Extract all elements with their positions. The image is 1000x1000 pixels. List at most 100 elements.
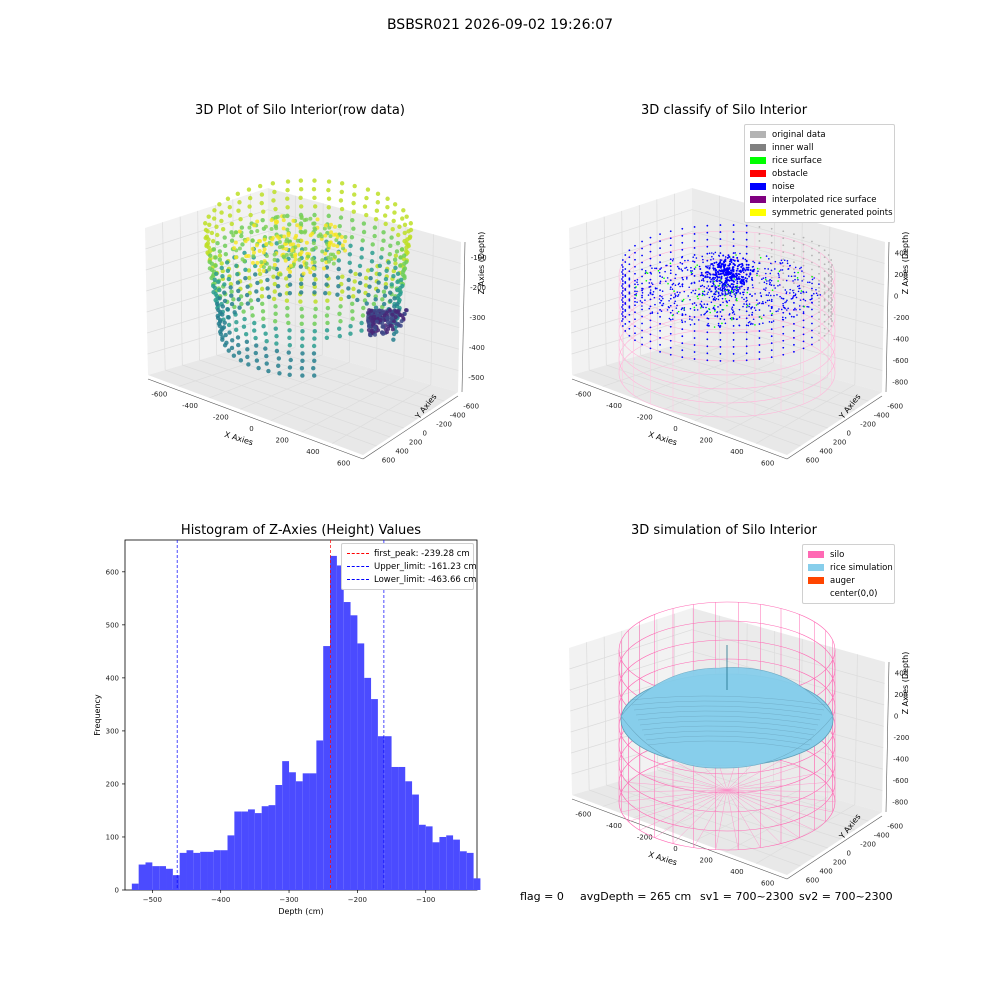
class-point bbox=[784, 301, 786, 304]
class-point bbox=[681, 300, 684, 302]
data-point bbox=[383, 285, 389, 290]
class-point bbox=[758, 275, 761, 277]
class-point bbox=[702, 258, 704, 261]
class-point bbox=[712, 273, 715, 276]
class-point bbox=[697, 297, 699, 300]
rice-simulation-surface-top bbox=[620, 667, 834, 769]
data-point bbox=[369, 267, 374, 272]
class-point bbox=[693, 240, 696, 242]
raw-point-cloud bbox=[203, 178, 414, 378]
grid-line bbox=[179, 216, 183, 366]
class-point bbox=[703, 313, 705, 316]
class-point bbox=[780, 269, 782, 271]
class-point bbox=[765, 294, 768, 296]
x-tick-label: -400 bbox=[606, 402, 622, 410]
class-point bbox=[669, 325, 672, 328]
data-point bbox=[284, 247, 289, 252]
grid-line bbox=[674, 344, 869, 402]
class-point bbox=[771, 306, 773, 308]
legend-item-first-peak: first_peak: -239.28 cm bbox=[347, 547, 470, 560]
class-point bbox=[681, 234, 684, 237]
data-point bbox=[329, 256, 334, 261]
class-point bbox=[802, 311, 805, 313]
data-point bbox=[261, 265, 266, 270]
class-point bbox=[729, 263, 732, 266]
class-point bbox=[706, 275, 709, 278]
data-point bbox=[291, 218, 296, 223]
data-point bbox=[257, 268, 262, 273]
class-point bbox=[677, 294, 680, 296]
data-point bbox=[304, 265, 309, 270]
data-point bbox=[401, 253, 407, 258]
y-tick-label: 0 bbox=[847, 850, 851, 858]
class-point bbox=[772, 320, 775, 322]
class-point bbox=[827, 289, 830, 291]
data-point bbox=[388, 298, 393, 304]
silo-wireframe-line bbox=[726, 789, 833, 813]
class-point bbox=[751, 276, 753, 279]
class-point bbox=[635, 293, 638, 295]
silo-wireframe-line bbox=[672, 760, 728, 791]
data-point bbox=[235, 191, 240, 197]
histogram-bar bbox=[227, 835, 235, 890]
data-point bbox=[288, 357, 293, 363]
data-point bbox=[219, 265, 224, 271]
class-point bbox=[670, 294, 672, 297]
class-point bbox=[752, 265, 755, 268]
class-point bbox=[699, 268, 702, 271]
data-point bbox=[259, 286, 265, 292]
class-point bbox=[792, 289, 794, 292]
y-tick-label: 400 bbox=[819, 868, 832, 876]
class-point bbox=[691, 270, 693, 272]
class-point bbox=[681, 342, 684, 345]
class-point bbox=[793, 294, 795, 297]
data-point bbox=[222, 290, 227, 295]
class-point bbox=[770, 298, 773, 301]
legend-label: inner wall bbox=[772, 142, 814, 153]
class-point bbox=[809, 298, 812, 301]
class-point bbox=[765, 282, 768, 285]
data-point bbox=[299, 277, 304, 282]
data-point bbox=[216, 279, 221, 285]
class-point bbox=[649, 333, 652, 336]
class-point bbox=[674, 293, 676, 295]
class-point bbox=[672, 258, 675, 260]
class-point bbox=[669, 251, 672, 254]
x-tick-label: -400 bbox=[182, 402, 198, 410]
data-point bbox=[282, 214, 287, 219]
class-point bbox=[719, 360, 722, 362]
data-point bbox=[285, 213, 290, 219]
silo-wireframe-line bbox=[726, 789, 739, 850]
data-point bbox=[272, 265, 277, 270]
grid-line bbox=[606, 364, 815, 438]
class-point bbox=[831, 285, 833, 287]
data-point bbox=[296, 243, 301, 248]
class-point bbox=[635, 294, 638, 297]
class-point bbox=[721, 309, 724, 311]
data-point bbox=[228, 285, 233, 290]
class-point bbox=[708, 296, 711, 299]
y-tick-label: -600 bbox=[887, 403, 903, 411]
class-point bbox=[794, 275, 796, 277]
data-point bbox=[325, 298, 330, 303]
class-point bbox=[813, 277, 815, 279]
class-point bbox=[732, 309, 734, 311]
data-point bbox=[249, 305, 255, 311]
class-point bbox=[807, 306, 810, 308]
data-point bbox=[277, 292, 283, 297]
class-point bbox=[782, 237, 785, 240]
z-axis-line bbox=[461, 241, 466, 393]
class-point bbox=[764, 276, 767, 279]
class-point bbox=[811, 343, 813, 346]
class-point bbox=[743, 283, 746, 286]
class-point bbox=[804, 299, 807, 302]
class-point bbox=[681, 285, 684, 288]
class-point bbox=[660, 310, 663, 312]
class-point bbox=[719, 353, 722, 355]
class-point bbox=[782, 244, 785, 247]
class-point bbox=[811, 275, 813, 278]
data-point bbox=[312, 281, 317, 286]
class-point bbox=[700, 271, 703, 274]
data-point bbox=[277, 245, 282, 250]
silo-wireframe-line bbox=[726, 766, 800, 791]
